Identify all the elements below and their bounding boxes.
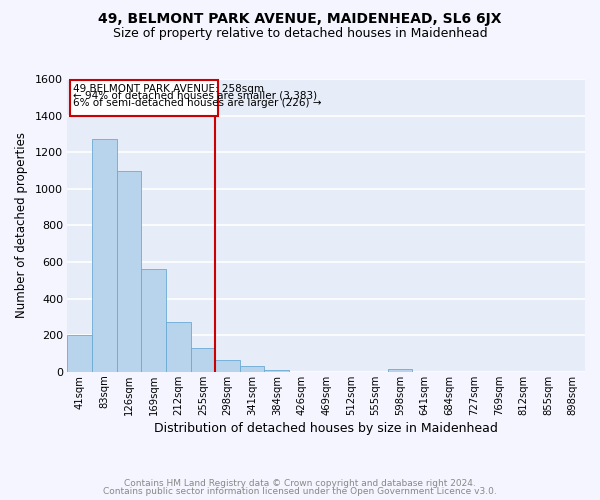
Bar bbox=[141, 270, 166, 372]
Text: 49 BELMONT PARK AVENUE: 258sqm: 49 BELMONT PARK AVENUE: 258sqm bbox=[73, 84, 265, 94]
Text: ← 94% of detached houses are smaller (3,383): ← 94% of detached houses are smaller (3,… bbox=[73, 91, 317, 101]
Bar bbox=[191, 348, 215, 372]
Text: Size of property relative to detached houses in Maidenhead: Size of property relative to detached ho… bbox=[113, 28, 487, 40]
Text: 49, BELMONT PARK AVENUE, MAIDENHEAD, SL6 6JX: 49, BELMONT PARK AVENUE, MAIDENHEAD, SL6… bbox=[98, 12, 502, 26]
Bar bbox=[265, 370, 289, 372]
Text: 6% of semi-detached houses are larger (226) →: 6% of semi-detached houses are larger (2… bbox=[73, 98, 322, 108]
X-axis label: Distribution of detached houses by size in Maidenhead: Distribution of detached houses by size … bbox=[154, 422, 498, 435]
Text: Contains public sector information licensed under the Open Government Licence v3: Contains public sector information licen… bbox=[103, 487, 497, 496]
Bar bbox=[388, 369, 412, 372]
Y-axis label: Number of detached properties: Number of detached properties bbox=[15, 132, 28, 318]
Bar bbox=[240, 366, 265, 372]
FancyBboxPatch shape bbox=[70, 80, 218, 116]
Bar bbox=[116, 170, 141, 372]
Bar bbox=[67, 336, 92, 372]
Bar bbox=[215, 360, 240, 372]
Bar bbox=[92, 140, 116, 372]
Bar bbox=[166, 322, 191, 372]
Text: Contains HM Land Registry data © Crown copyright and database right 2024.: Contains HM Land Registry data © Crown c… bbox=[124, 478, 476, 488]
